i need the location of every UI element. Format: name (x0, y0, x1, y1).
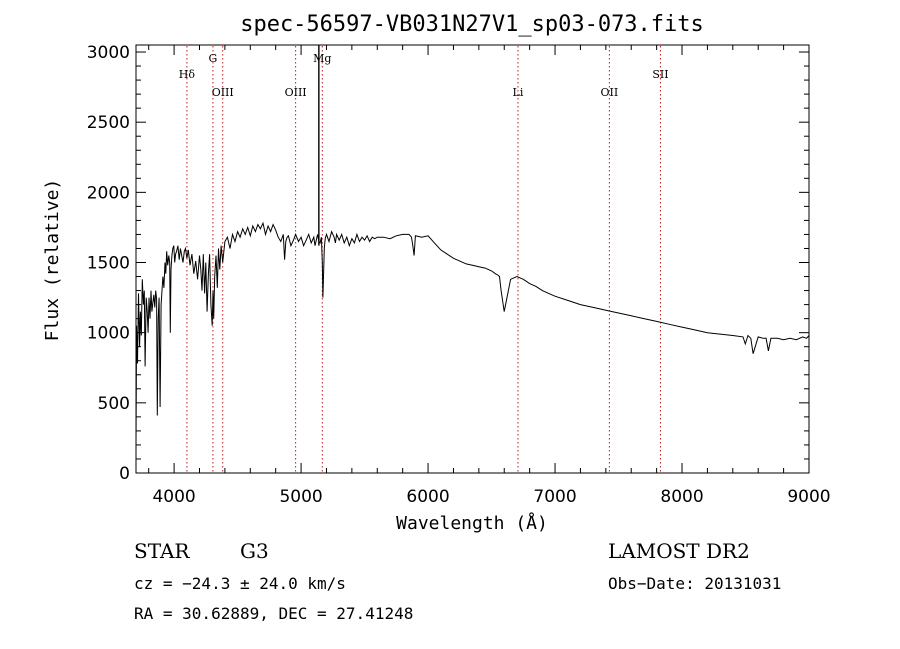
spectrum-series-line (135, 221, 810, 445)
x-tick-label: 4000 (152, 487, 195, 507)
x-axis: 4000 5000 6000 7000 8000 9000 (148, 45, 831, 507)
object-subclass-label: G3 (240, 539, 269, 563)
y-tick-label: 2000 (87, 183, 130, 203)
object-class-label: STAR (134, 539, 190, 563)
x-tick-label: 6000 (406, 487, 449, 507)
x-tick-label: 7000 (533, 487, 576, 507)
x-tick-label: 8000 (660, 487, 703, 507)
annotation-lines (186, 46, 661, 472)
chart-title: spec-56597-VB031N27V1_sp03-073.fits (240, 12, 704, 37)
spectral-line-label: G (209, 52, 218, 65)
y-tick-label: 1500 (87, 254, 130, 274)
spectral-line-label: Hδ (179, 68, 196, 81)
plot-frame (135, 44, 810, 474)
spectral-line-label: OIII (212, 86, 234, 99)
spectral-line-label: SII (652, 68, 668, 81)
obs-date-readout: Obs−Date: 20131031 (608, 574, 781, 593)
x-axis-label: Wavelength (Å) (396, 512, 548, 534)
spectral-line-label: Li (513, 86, 524, 99)
redshift-readout: cz = −24.3 ± 24.0 km/s (134, 574, 346, 593)
annotation-labels: Hδ G OIII OIII Mg Li OII SII (179, 52, 669, 99)
x-tick-label: 5000 (279, 487, 322, 507)
y-tick-label: 500 (98, 394, 130, 414)
spectral-line-label: Mg (313, 52, 331, 65)
x-tick-label: 9000 (787, 487, 830, 507)
y-tick-label: 3000 (87, 43, 130, 63)
y-axis: 0 500 1000 1500 2000 2500 3000 (87, 43, 809, 484)
spectral-line-label: OIII (285, 86, 307, 99)
y-tick-label: 2500 (87, 113, 130, 133)
spectral-line-label: OII (601, 86, 619, 99)
coordinates-readout: RA = 30.62889, DEC = 27.41248 (134, 604, 413, 623)
y-axis-label: Flux (relative) (42, 179, 63, 342)
y-tick-label: 1000 (87, 324, 130, 344)
y-tick-label: 0 (119, 464, 130, 484)
survey-label: LAMOST DR2 (608, 539, 750, 563)
